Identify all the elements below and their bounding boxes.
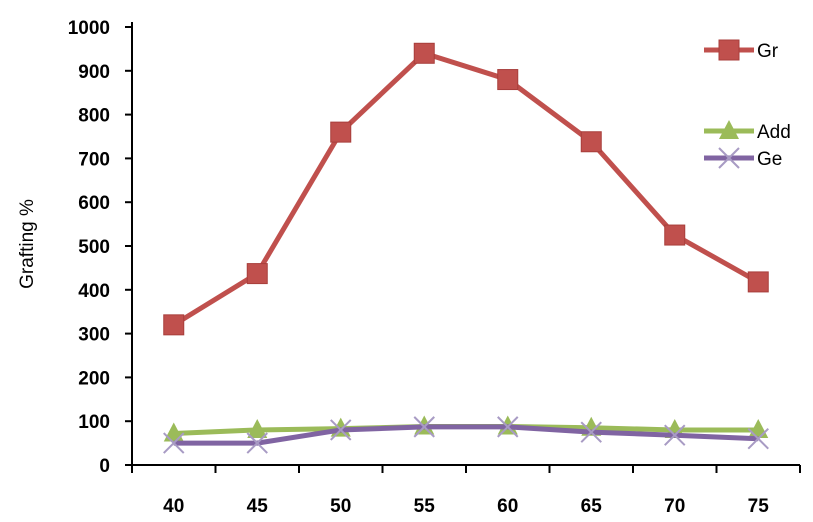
y-tick-label: 400	[78, 281, 110, 302]
series-gr	[163, 42, 769, 336]
legend-marker-gr	[718, 39, 740, 61]
y-tick-label: 700	[78, 149, 110, 170]
x-tick-label: 45	[247, 496, 269, 517]
data-point-ge	[747, 428, 769, 450]
series-ge	[163, 416, 769, 454]
legend-label-gr: Gr	[757, 41, 779, 62]
legend-item-ge: Ge	[704, 147, 782, 170]
data-point-ge	[497, 416, 519, 438]
legend: Gr Add Ge	[704, 39, 791, 170]
data-point-gr	[580, 131, 602, 153]
data-point-ge	[664, 424, 686, 446]
x-tick-label: 65	[581, 496, 603, 517]
data-point-gr	[330, 121, 352, 143]
data-point-gr	[497, 69, 519, 91]
data-point-ge	[330, 419, 352, 441]
y-tick-label: 0	[99, 456, 110, 477]
legend-item-gr: Gr	[704, 39, 779, 62]
y-axis-label: Grafting %	[17, 199, 38, 289]
legend-label-add: Add	[757, 122, 791, 143]
series-group	[163, 42, 769, 454]
data-point-gr	[747, 271, 769, 293]
y-tick-label: 800	[78, 106, 110, 127]
y-ticks: 0 100 200 300 400 500 600 700 800 900 1000	[68, 18, 132, 477]
legend-label-ge: Ge	[757, 149, 782, 170]
data-point-add	[247, 418, 268, 438]
data-point-ge	[246, 432, 268, 454]
data-point-ge	[580, 421, 602, 443]
x-tick-label: 60	[497, 496, 518, 517]
legend-marker-add	[719, 120, 739, 139]
data-point-gr	[413, 42, 435, 64]
data-point-ge	[413, 416, 435, 438]
x-tick-label: 75	[748, 496, 770, 517]
data-point-gr	[664, 224, 686, 246]
y-tick-label: 1000	[68, 18, 110, 39]
y-tick-label: 200	[78, 368, 110, 389]
data-point-ge	[163, 432, 185, 454]
series-line-ge	[173, 424, 759, 446]
y-tick-label: 500	[78, 237, 110, 258]
legend-marker-ge	[718, 147, 740, 169]
x-tick-label: 70	[664, 496, 685, 517]
y-tick-label: 100	[78, 412, 110, 433]
x-tick-label: 55	[414, 496, 436, 517]
series-line-gr	[172, 50, 760, 327]
legend-item-add: Add	[704, 120, 791, 143]
y-tick-label: 600	[78, 193, 110, 214]
x-tick-label: 50	[330, 496, 351, 517]
x-tick-label: 40	[163, 496, 184, 517]
y-tick-label: 900	[78, 62, 110, 83]
data-point-gr	[163, 314, 185, 336]
data-point-gr	[246, 263, 268, 285]
y-tick-label: 300	[78, 325, 110, 346]
x-ticks: 40 45 50 55 60 65 70 75	[131, 465, 801, 517]
axes	[131, 22, 800, 466]
